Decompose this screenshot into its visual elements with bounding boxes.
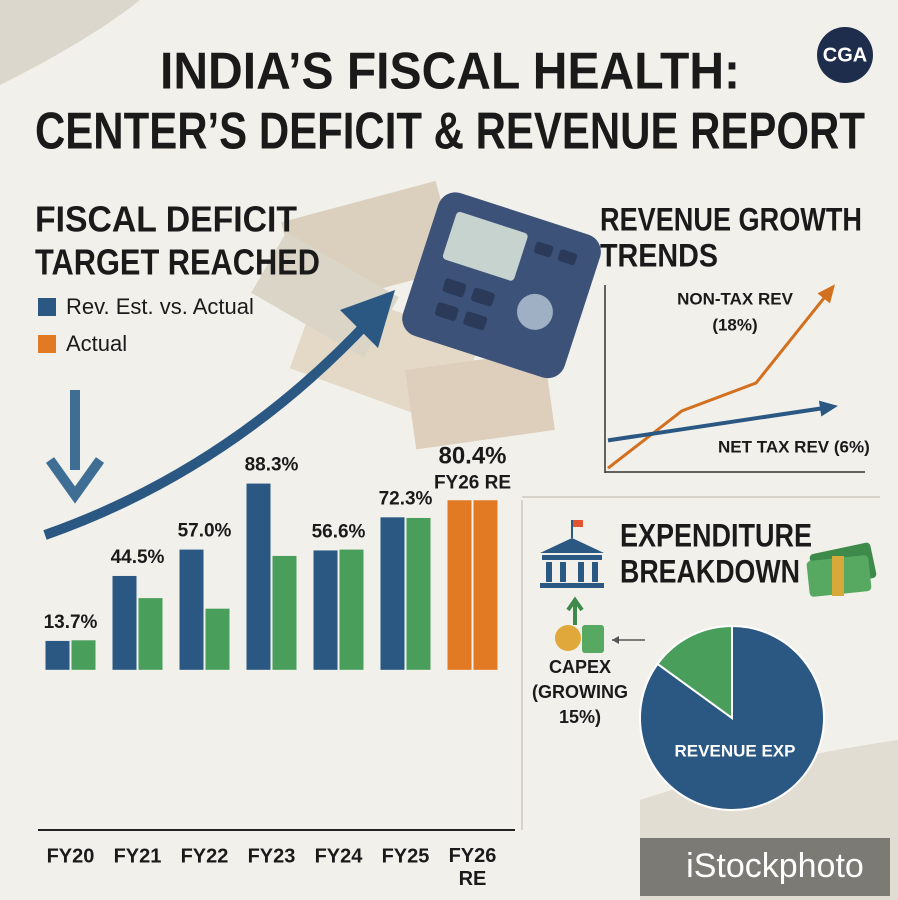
x-tick-label: FY22	[181, 845, 229, 867]
chart-title: EXPENDITURE	[620, 517, 812, 553]
bar	[272, 555, 297, 670]
chart-title: FISCAL DEFICIT	[35, 199, 297, 240]
x-tick-label: FY21	[114, 845, 162, 867]
chart-title: BREAKDOWN	[620, 553, 800, 589]
line-arrowhead	[818, 400, 838, 417]
logo-text: CGA	[823, 44, 867, 66]
series-label: NON-TAX REV	[677, 289, 794, 308]
slice-label: 15%)	[559, 707, 601, 727]
bank-icon	[540, 520, 604, 588]
watermark-box	[640, 838, 890, 896]
value-label: 56.6%	[312, 521, 366, 542]
legend-swatch	[38, 335, 56, 353]
bar	[45, 640, 70, 670]
bar	[246, 483, 271, 670]
bar	[205, 608, 230, 670]
series-label: (18%)	[712, 315, 757, 334]
bar	[112, 575, 137, 670]
bar	[71, 640, 96, 670]
title-line: CENTER’S DEFICIT & REVENUE REPORT	[35, 103, 865, 161]
x-tick-label: FY24	[315, 845, 364, 867]
bar	[447, 500, 472, 670]
logo-badge	[817, 27, 873, 83]
legend-label: Rev. Est. vs. Actual	[66, 294, 254, 319]
x-tick-label: FY23	[248, 845, 296, 867]
chart-title: REVENUE GROWTH	[600, 201, 862, 237]
line-arrowhead	[817, 284, 835, 304]
value-label: 13.7%	[44, 612, 98, 633]
decor-calculator	[402, 192, 601, 379]
value-label: 57.0%	[178, 521, 232, 542]
x-tick-label: FY25	[382, 845, 430, 867]
bar	[380, 517, 405, 670]
legend-label: Actual	[66, 331, 127, 356]
value-label: 44.5%	[111, 547, 165, 568]
bar	[179, 549, 204, 670]
bar	[473, 500, 498, 670]
capex-pointer-head	[612, 636, 619, 644]
x-tick-label: FY20	[47, 845, 95, 867]
paper-corner	[0, 0, 140, 85]
decor-arrow-head	[340, 290, 395, 348]
bar	[339, 549, 364, 670]
line	[607, 289, 832, 470]
line	[607, 405, 831, 443]
slice-label: CAPEX	[549, 657, 611, 677]
chart-title: TRENDS	[600, 237, 718, 273]
watermark: iStockphoto	[686, 847, 864, 885]
capex-icon	[555, 596, 604, 653]
slice-label: (GROWING	[532, 682, 628, 702]
series-label: NET TAX REV (6%)	[718, 437, 870, 456]
decor-down-arrow-head	[45, 457, 105, 504]
bar	[138, 598, 163, 670]
value-label: 80.4%	[438, 443, 506, 470]
chart-title: TARGET REACHED	[35, 242, 320, 283]
title-line: INDIA’S FISCAL HEALTH:	[160, 43, 740, 101]
money-icon	[806, 542, 877, 597]
bar	[313, 550, 338, 670]
bar	[406, 517, 431, 670]
value-label: 72.3%	[379, 488, 433, 509]
pie-slice	[656, 624, 733, 720]
slice-label: REVENUE EXP	[675, 741, 796, 760]
x-tick-label: FY26 RE	[449, 845, 497, 890]
value-label: 88.3%	[245, 455, 299, 476]
bar-annotation: FY26 RE	[434, 472, 511, 493]
legend-swatch	[38, 298, 56, 316]
decor-arrow	[43, 316, 374, 540]
